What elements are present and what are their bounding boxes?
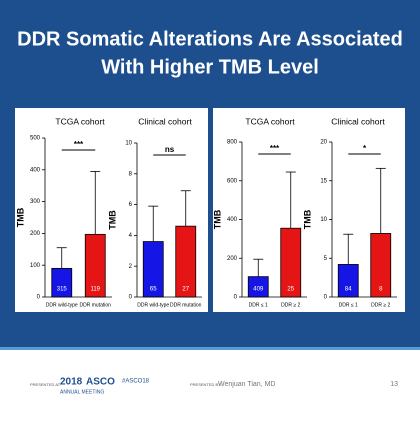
page-number: 13 [390, 381, 398, 388]
hashtag: #ASCO18 [122, 379, 150, 385]
significance-label: ns [165, 145, 175, 154]
n-label: 65 [150, 287, 157, 293]
n-label: 409 [253, 287, 264, 293]
y-axis-label: TMB [212, 209, 222, 229]
chart-title: Clinical cohort [138, 116, 192, 126]
y-tick-label: 0 [129, 295, 133, 301]
y-tick-label: 400 [30, 167, 41, 173]
significance-label: *** [270, 144, 280, 153]
footer-label: PRESENTED AT: [30, 382, 61, 387]
n-label: 119 [90, 287, 100, 293]
significance-label: *** [74, 140, 84, 149]
x-tick-label: DDR mutation [80, 302, 112, 308]
x-tick-label: DDR ≤ 1 [339, 302, 358, 308]
y-tick-label: 100 [30, 263, 41, 269]
y-tick-label: 15 [320, 178, 327, 184]
y-tick-label: 600 [227, 178, 238, 184]
y-tick-label: 0 [234, 295, 238, 301]
slide-title: With Higher TMB Level [101, 56, 319, 78]
y-tick-label: 10 [125, 141, 132, 147]
y-tick-label: 500 [30, 136, 41, 142]
y-tick-label: 200 [30, 231, 41, 237]
x-tick-label: DDR mutation [170, 302, 202, 308]
y-tick-label: 800 [227, 140, 238, 146]
y-tick-label: 0 [37, 295, 41, 301]
y-tick-label: 4 [129, 233, 133, 239]
bar [84, 233, 106, 298]
y-tick-label: 0 [324, 295, 328, 301]
y-tick-label: 300 [30, 199, 41, 205]
divider [0, 347, 420, 350]
y-tick-label: 200 [227, 256, 238, 262]
y-tick-label: 10 [320, 217, 327, 223]
bar [175, 225, 197, 298]
x-tick-label: DDR wild-type [137, 302, 169, 308]
n-label: 25 [287, 287, 294, 293]
y-tick-label: 5 [324, 256, 328, 262]
y-tick-label: 400 [227, 217, 238, 223]
chart-title: Clinical cohort [331, 116, 385, 126]
bar [247, 276, 269, 298]
x-tick-label: DDR wild-type [46, 302, 78, 308]
bar [370, 233, 392, 298]
presenter: Wenjuan Tian, MD [218, 381, 275, 388]
y-axis-label: TMB [107, 210, 117, 230]
significance-label: * [363, 144, 367, 153]
n-label: 84 [345, 287, 352, 293]
y-tick-label: 6 [129, 202, 133, 208]
chart-title: TCGA cohort [55, 116, 105, 126]
y-tick-label: 8 [129, 171, 133, 177]
footer-label: PRESENTED BY: [190, 382, 222, 387]
meeting-name: ASCO [86, 377, 115, 388]
y-axis-label: TMB [15, 207, 25, 227]
chart-title: TCGA cohort [245, 116, 295, 126]
bar [51, 267, 73, 298]
y-tick-label: 20 [320, 140, 327, 146]
meeting-year: 2018 [60, 377, 83, 388]
y-axis-label: TMB [302, 209, 312, 229]
x-tick-label: DDR ≤ 1 [249, 302, 268, 308]
bar [280, 227, 302, 298]
bar [337, 264, 359, 298]
n-label: 315 [57, 287, 68, 293]
n-label: 27 [182, 287, 189, 293]
x-tick-label: DDR ≥ 2 [281, 302, 300, 308]
meeting-sub: ANNUAL MEETING [60, 389, 104, 395]
x-tick-label: DDR ≥ 2 [371, 302, 390, 308]
slide-title: DDR Somatic Alterations Are Associated [17, 28, 403, 50]
y-tick-label: 2 [129, 264, 133, 270]
bar [142, 241, 164, 298]
n-label: 8 [379, 287, 383, 293]
